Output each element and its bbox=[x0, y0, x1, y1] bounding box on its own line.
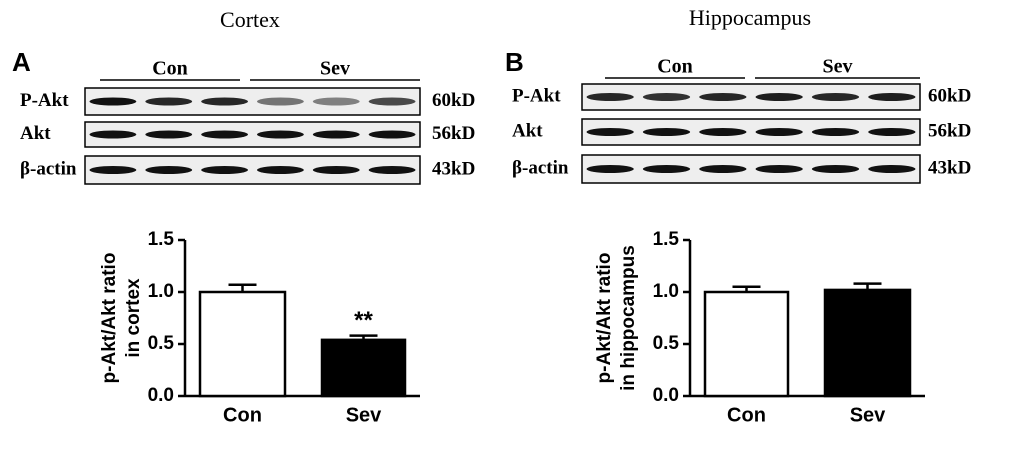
blot-band bbox=[145, 130, 193, 139]
x-tick-label: Sev bbox=[346, 404, 382, 426]
blot-band bbox=[89, 130, 137, 139]
blot-strip bbox=[84, 87, 421, 116]
blot-band bbox=[699, 165, 747, 173]
blot-band bbox=[755, 93, 803, 101]
panel-title: Cortex bbox=[220, 7, 280, 32]
blot-band bbox=[699, 93, 747, 101]
blot-row-label: β-actin bbox=[20, 158, 77, 179]
blot-row-label: P-Akt bbox=[20, 90, 69, 111]
blot-size-label: 43kD bbox=[432, 158, 475, 179]
bar bbox=[320, 338, 407, 398]
y-axis-label: p-Akt/Akt ratio bbox=[594, 253, 615, 384]
blot-row-label: Akt bbox=[20, 123, 51, 144]
y-axis-label: in cortex bbox=[123, 278, 144, 358]
blot-band bbox=[201, 130, 249, 139]
blot-band bbox=[368, 130, 416, 139]
blot-band bbox=[755, 165, 803, 173]
blot-row-label: Akt bbox=[512, 120, 543, 141]
y-tick-label: 1.0 bbox=[653, 281, 679, 302]
bar bbox=[198, 290, 287, 398]
y-axis-label: p-Akt/Akt ratio bbox=[99, 253, 120, 384]
blot-band bbox=[642, 128, 691, 136]
blot-strip bbox=[84, 121, 421, 148]
blot-band bbox=[256, 130, 304, 139]
blot-group-label: Con bbox=[152, 58, 188, 80]
panel-label: B bbox=[505, 47, 524, 77]
blot-band bbox=[312, 97, 360, 106]
blot-band bbox=[811, 93, 860, 101]
y-tick-label: 0.0 bbox=[148, 385, 174, 406]
blot-row-label: β-actin bbox=[512, 157, 569, 178]
blot-band bbox=[368, 166, 416, 174]
blot-band bbox=[201, 97, 249, 106]
blot-row-label: P-Akt bbox=[512, 85, 561, 106]
y-tick-label: 1.0 bbox=[148, 281, 174, 302]
y-tick-label: 0.5 bbox=[148, 333, 175, 354]
blot-band bbox=[586, 93, 634, 101]
blot-band bbox=[699, 128, 747, 136]
y-tick-label: 0.0 bbox=[653, 385, 679, 406]
blot-strip bbox=[581, 118, 921, 146]
y-tick-label: 1.5 bbox=[653, 229, 680, 250]
blot-size-label: 60kD bbox=[432, 90, 475, 111]
y-axis-label: in hippocampus bbox=[618, 245, 639, 391]
blot-band bbox=[256, 97, 304, 106]
y-tick-label: 1.5 bbox=[148, 229, 175, 250]
blot-band bbox=[312, 166, 360, 174]
blot-band bbox=[642, 165, 691, 173]
blot-band bbox=[586, 128, 634, 136]
blot-band bbox=[586, 165, 634, 173]
blot-band bbox=[256, 166, 304, 174]
blot-band bbox=[755, 128, 803, 136]
blot-band bbox=[145, 166, 193, 174]
blot-band bbox=[642, 93, 691, 101]
panel-label: A bbox=[12, 47, 31, 77]
x-tick-label: Con bbox=[727, 404, 766, 426]
blot-group-label: Con bbox=[657, 56, 693, 78]
significance-label: ** bbox=[354, 307, 373, 334]
blot-band bbox=[868, 128, 916, 136]
blot-band bbox=[868, 93, 916, 101]
blot-group-label: Sev bbox=[320, 58, 350, 80]
blot-band bbox=[89, 97, 137, 106]
blot-band bbox=[89, 166, 137, 174]
bar bbox=[703, 290, 790, 398]
blot-band bbox=[811, 128, 860, 136]
x-tick-label: Con bbox=[223, 404, 262, 426]
blot-band bbox=[811, 165, 860, 173]
blot-strip bbox=[581, 83, 921, 111]
blot-strip bbox=[84, 155, 421, 185]
y-tick-label: 0.5 bbox=[653, 333, 680, 354]
panel-title: Hippocampus bbox=[689, 5, 811, 30]
blot-band bbox=[368, 97, 416, 106]
blot-strip bbox=[581, 154, 921, 184]
blot-size-label: 43kD bbox=[928, 157, 971, 178]
blot-size-label: 60kD bbox=[928, 85, 971, 106]
blot-group-label: Sev bbox=[823, 56, 853, 78]
blot-band bbox=[145, 97, 193, 106]
bar bbox=[823, 288, 912, 398]
blot-size-label: 56kD bbox=[928, 120, 971, 141]
x-tick-label: Sev bbox=[850, 404, 886, 426]
blot-band bbox=[201, 166, 249, 174]
blot-band bbox=[312, 130, 360, 139]
blot-band bbox=[868, 165, 916, 173]
blot-size-label: 56kD bbox=[432, 123, 475, 144]
